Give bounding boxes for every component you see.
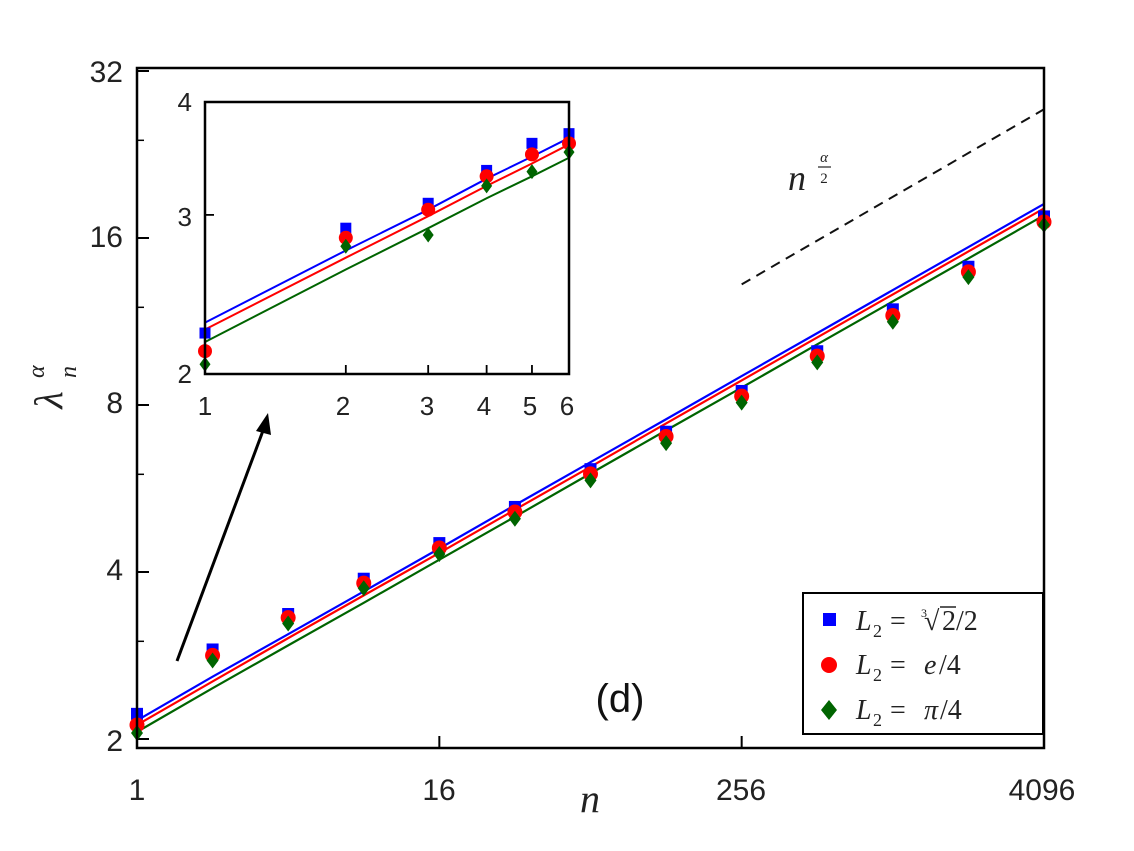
x-tick-label: 16 bbox=[422, 774, 455, 807]
svg-text:n: n bbox=[56, 366, 82, 378]
data-point-series-3 bbox=[433, 546, 446, 563]
reference-line-label: n α 2 bbox=[788, 150, 831, 198]
inset-arrow bbox=[175, 413, 271, 662]
panel-label: (d) bbox=[596, 677, 645, 721]
y-tick-labels: 2 4 8 16 32 bbox=[90, 56, 123, 758]
inset-frame bbox=[203, 100, 571, 376]
inset-x-tick-label: 5 bbox=[523, 391, 537, 421]
inset-data-point-series-2 bbox=[338, 230, 353, 245]
y-tick-label: 16 bbox=[90, 221, 123, 254]
inset-data-point-series-3 bbox=[481, 178, 493, 194]
svg-text:2/2: 2/2 bbox=[942, 606, 978, 637]
inset-fit-line-series-3 bbox=[204, 156, 570, 343]
inset-y-tick-label: 4 bbox=[178, 87, 192, 117]
y-tick-label: 32 bbox=[90, 56, 123, 89]
svg-text:√: √ bbox=[924, 606, 940, 637]
data-point-series-3 bbox=[357, 580, 370, 597]
data-point-series-3 bbox=[660, 435, 673, 452]
inset-x-tick-label: 2 bbox=[336, 391, 350, 421]
data-point-series-3 bbox=[508, 510, 521, 527]
x-axis-label: n bbox=[580, 776, 600, 821]
svg-text:λ: λ bbox=[26, 391, 71, 409]
inset-data-point-series-3 bbox=[422, 227, 434, 243]
y-axis-label: λ α n bbox=[24, 365, 82, 410]
inset-x-tick-label: 1 bbox=[198, 391, 212, 421]
svg-text:L: L bbox=[855, 606, 872, 637]
svg-text:π: π bbox=[924, 695, 939, 726]
data-point-series-3 bbox=[282, 615, 295, 632]
inset-data-point-series-3 bbox=[340, 238, 352, 254]
x-tick-label: 1 bbox=[129, 774, 146, 807]
svg-text:/4: /4 bbox=[939, 650, 961, 681]
svg-text:3: 3 bbox=[921, 606, 927, 620]
svg-text:2: 2 bbox=[873, 710, 882, 730]
data-point-series-3 bbox=[962, 269, 975, 286]
svg-text:L: L bbox=[855, 650, 872, 681]
legend-box bbox=[802, 592, 1044, 735]
data-point-series-3 bbox=[886, 313, 899, 330]
reference-line bbox=[741, 108, 1045, 286]
y-tick-label: 2 bbox=[106, 725, 123, 758]
inset-data-point-series-2 bbox=[524, 147, 539, 162]
data-point-series-3 bbox=[811, 354, 824, 371]
legend: L 2 = 3 √ 2/2 L 2 = e /4 L 2 = π /4 bbox=[802, 592, 1044, 735]
legend-label-series-1: L 2 = 3 √ 2/2 bbox=[855, 606, 978, 641]
y-tick-label: 4 bbox=[106, 554, 123, 587]
svg-text:n: n bbox=[788, 158, 806, 198]
inset-x-tick-label: 4 bbox=[477, 391, 491, 421]
y-tick-label: 8 bbox=[106, 387, 123, 420]
svg-text:=: = bbox=[890, 606, 906, 637]
legend-label-series-2: L 2 = e /4 bbox=[855, 650, 961, 685]
inset-y-tick-label: 2 bbox=[178, 359, 192, 389]
x-tick-label: 4096 bbox=[1009, 774, 1076, 807]
inset-y-tick-labels: 2 3 4 bbox=[178, 87, 192, 389]
svg-text:/4: /4 bbox=[940, 695, 962, 726]
main-axes bbox=[136, 70, 1045, 748]
inset-data-point-series-2 bbox=[421, 202, 436, 217]
svg-text:2: 2 bbox=[820, 171, 828, 187]
svg-text:α: α bbox=[820, 150, 829, 166]
inset-data-point-series-1 bbox=[526, 137, 538, 149]
data-point-series-3 bbox=[206, 652, 219, 669]
inset-x-tick-labels: 1 2 3 4 5 6 bbox=[198, 391, 574, 421]
data-point-series-3 bbox=[584, 472, 597, 489]
inset-data-point-series-3 bbox=[526, 164, 538, 180]
x-tick-labels: 1 16 256 4096 bbox=[129, 774, 1076, 807]
legend-marker-square bbox=[823, 613, 836, 626]
reference-dashed-line bbox=[741, 108, 1045, 286]
legend-label-series-3: L 2 = π /4 bbox=[855, 695, 962, 730]
inset-x-tick-label: 3 bbox=[420, 391, 434, 421]
inset-x-tick-label: 6 bbox=[560, 391, 574, 421]
svg-text:e: e bbox=[924, 650, 936, 681]
legend-marker-diamond bbox=[821, 700, 837, 720]
legend-marker-circle bbox=[821, 657, 837, 673]
svg-text:=: = bbox=[890, 650, 906, 681]
svg-text:=: = bbox=[890, 695, 906, 726]
data-point-series-3 bbox=[735, 394, 748, 411]
inset-data-point-series-1 bbox=[340, 222, 352, 234]
svg-text:L: L bbox=[855, 695, 872, 726]
x-tick-label: 256 bbox=[716, 774, 766, 807]
svg-text:2: 2 bbox=[873, 621, 882, 641]
fit-line-series-1 bbox=[136, 202, 1045, 722]
inset-y-tick-label: 3 bbox=[178, 202, 192, 232]
svg-text:α: α bbox=[24, 365, 50, 378]
plot-frame bbox=[135, 66, 1046, 750]
inset-fit-line-series-2 bbox=[204, 143, 570, 331]
inset-data-point-series-2 bbox=[479, 169, 494, 184]
svg-text:2: 2 bbox=[873, 665, 882, 685]
